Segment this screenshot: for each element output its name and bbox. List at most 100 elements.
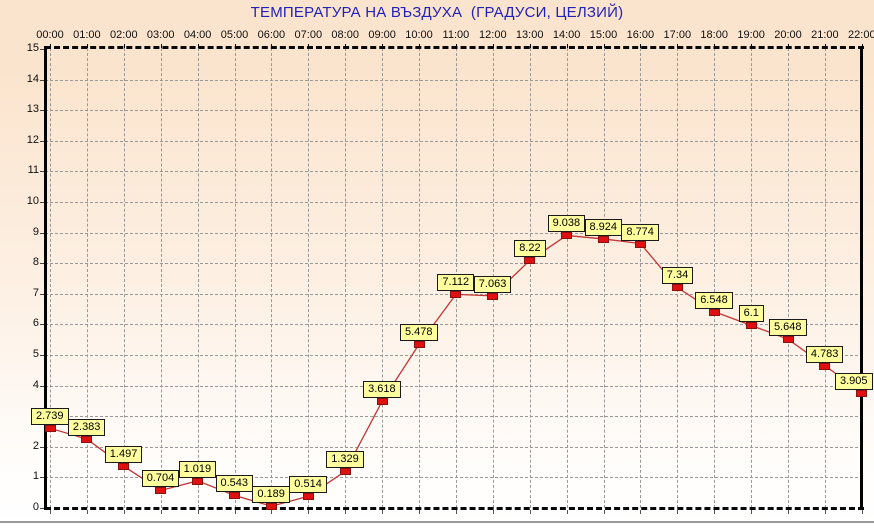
data-point-marker — [745, 322, 757, 330]
y-axis-tick — [40, 49, 45, 50]
y-axis-line — [44, 46, 47, 510]
y-axis-label: 5 — [32, 348, 39, 360]
y-axis-label: 13 — [26, 103, 39, 116]
vertical-gridline — [50, 48, 51, 508]
y-axis-tick — [40, 140, 45, 142]
data-point-label: 0.189 — [252, 486, 290, 504]
y-axis-tick — [40, 202, 45, 203]
x-axis-label: 14:00 — [552, 29, 581, 41]
y-axis-label: 12 — [26, 133, 39, 146]
x-axis-tick — [234, 510, 236, 514]
x-axis-tick — [197, 510, 199, 514]
data-point-label: 9.038 — [547, 215, 586, 233]
data-point-marker — [634, 240, 646, 248]
vertical-gridline — [751, 48, 753, 508]
x-axis-label: 17:00 — [663, 29, 692, 41]
x-axis-label: 20:00 — [774, 29, 802, 41]
horizontal-gridline — [45, 140, 863, 142]
y-axis-label: 11 — [27, 164, 39, 177]
horizontal-gridline — [45, 202, 863, 203]
data-point-marker — [819, 362, 831, 370]
data-point-label: 6.1 — [738, 305, 764, 323]
data-point-marker — [229, 492, 240, 500]
y-axis-label: 9 — [32, 225, 39, 238]
x-axis-label: 04:00 — [183, 29, 212, 41]
y-axis-label: 15 — [26, 42, 39, 54]
x-axis-label: 08:00 — [331, 29, 359, 41]
x-axis-tick — [788, 510, 789, 514]
data-point-label: 1.019 — [178, 460, 217, 478]
data-point-label: 8.774 — [621, 223, 659, 241]
data-point-marker — [265, 503, 277, 511]
x-axis-tick — [345, 510, 347, 514]
data-point-label: 0.543 — [215, 475, 254, 493]
data-point-label: 5.648 — [769, 319, 807, 337]
data-point-marker — [155, 487, 167, 495]
x-axis-tick — [50, 510, 51, 514]
x-axis-tick — [419, 510, 420, 514]
bottom-divider — [0, 521, 874, 529]
x-axis-tick — [677, 510, 679, 514]
y-axis-label: 14 — [26, 72, 39, 85]
data-point-label: 7.112 — [437, 274, 475, 292]
vertical-gridline — [271, 48, 273, 508]
data-point-label: 1.329 — [326, 451, 364, 469]
x-axis-label: 13:00 — [515, 29, 544, 41]
y-axis-tick — [40, 508, 45, 509]
vertical-gridline — [529, 48, 531, 508]
x-axis-tick — [382, 510, 384, 514]
x-axis-tick — [714, 510, 716, 514]
y-axis-tick — [40, 110, 45, 112]
vertical-gridline — [197, 48, 199, 508]
x-axis-label: 05:00 — [220, 29, 249, 41]
x-axis-tick — [861, 510, 863, 514]
data-point-label: 0.514 — [289, 476, 327, 494]
plot-right-border — [860, 46, 863, 510]
x-axis-label: 11:00 — [442, 29, 470, 41]
x-axis-label: 15:00 — [589, 29, 618, 41]
x-axis-tick — [603, 510, 605, 514]
data-point-label: 8.22 — [514, 240, 546, 258]
y-axis-tick — [40, 324, 45, 326]
x-axis-label: 10:00 — [405, 29, 433, 41]
x-axis-tick — [160, 510, 162, 514]
y-axis-label: 10 — [26, 195, 39, 207]
y-axis-tick — [40, 477, 45, 479]
x-axis-label: 16:00 — [626, 29, 655, 41]
vertical-gridline — [419, 48, 420, 508]
x-axis-tick — [308, 510, 310, 514]
x-axis-tick — [86, 510, 88, 514]
data-point-marker — [487, 292, 499, 300]
x-axis-label: 00:00 — [36, 29, 64, 41]
y-axis-label: 1 — [32, 470, 39, 483]
vertical-gridline — [788, 48, 789, 508]
data-point-marker — [708, 308, 720, 316]
x-axis-tick — [492, 510, 494, 514]
data-point-label: 7.34 — [661, 267, 694, 285]
x-axis-label: 18:00 — [700, 29, 728, 41]
vertical-gridline — [345, 48, 347, 508]
vertical-gridline — [382, 48, 384, 508]
horizontal-gridline — [45, 385, 863, 387]
x-axis-tick — [529, 510, 531, 514]
x-axis-label: 02:00 — [110, 29, 138, 41]
data-point-label: 6.548 — [695, 291, 733, 309]
x-axis-label: 07:00 — [294, 29, 323, 41]
data-point-label: 1.497 — [104, 446, 143, 464]
vertical-gridline — [603, 48, 605, 508]
vertical-gridline — [714, 48, 716, 508]
horizontal-gridline — [45, 416, 863, 418]
x-axis-tick — [751, 510, 753, 514]
data-point-marker — [856, 389, 868, 397]
data-point-marker — [81, 436, 93, 444]
data-point-marker — [450, 291, 462, 299]
data-point-marker — [376, 398, 388, 406]
data-point-marker — [192, 477, 204, 485]
x-axis-tick — [271, 510, 273, 514]
horizontal-gridline — [45, 446, 863, 448]
x-axis-label: 06:00 — [257, 29, 286, 41]
data-point-marker — [118, 463, 130, 471]
data-point-marker — [782, 336, 794, 344]
horizontal-gridline — [45, 110, 863, 112]
